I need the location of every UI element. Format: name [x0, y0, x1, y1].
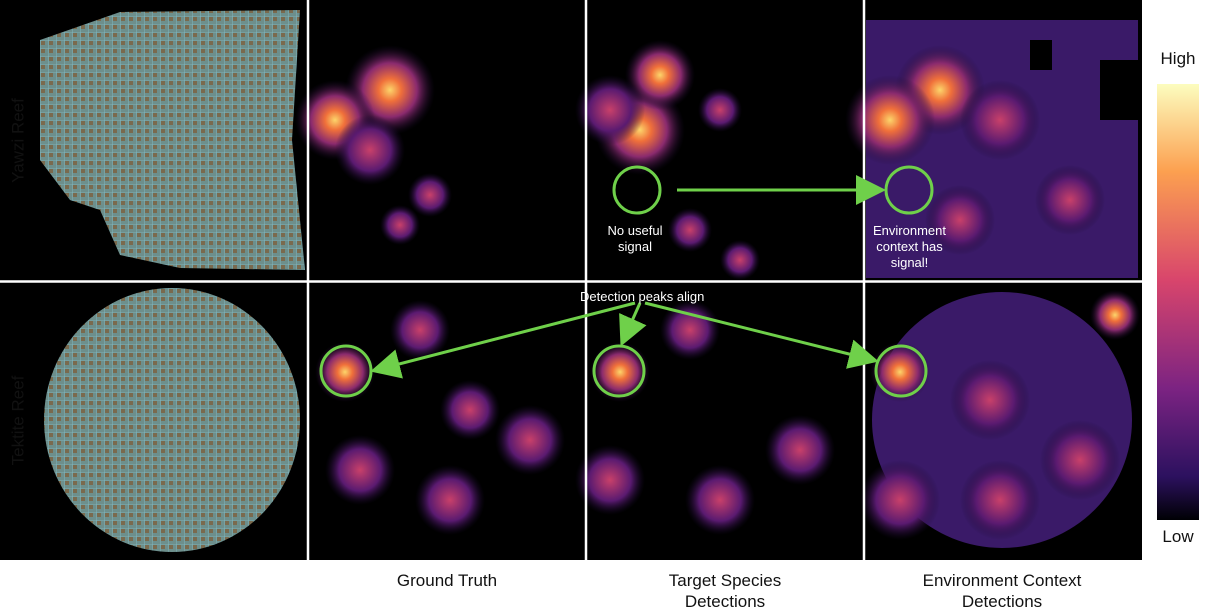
annotation: Environment context has signal!	[862, 223, 957, 271]
figure-graphics	[0, 0, 1209, 614]
row-label: Tektite Reef	[8, 351, 29, 491]
column-label: Target Species Detections	[645, 570, 805, 612]
annotation: No useful signal	[590, 223, 680, 255]
figure: Yawzi Reef Tektite Reef Ground Truth Tar…	[0, 0, 1209, 614]
column-label: Ground Truth	[347, 570, 547, 591]
reef-image	[44, 288, 300, 552]
annotation: Detection peaks align	[580, 289, 780, 305]
row-label: Yawzi Reef	[8, 71, 29, 211]
colorbar-label: Low	[1150, 526, 1206, 547]
colorbar	[1157, 84, 1199, 520]
colorbar-label: High	[1150, 48, 1206, 69]
column-label: Environment Context Detections	[882, 570, 1122, 612]
